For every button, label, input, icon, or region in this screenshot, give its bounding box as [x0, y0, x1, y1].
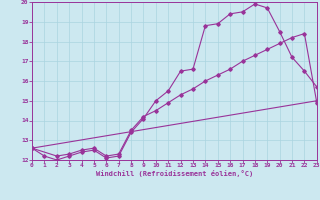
- X-axis label: Windchill (Refroidissement éolien,°C): Windchill (Refroidissement éolien,°C): [96, 170, 253, 177]
